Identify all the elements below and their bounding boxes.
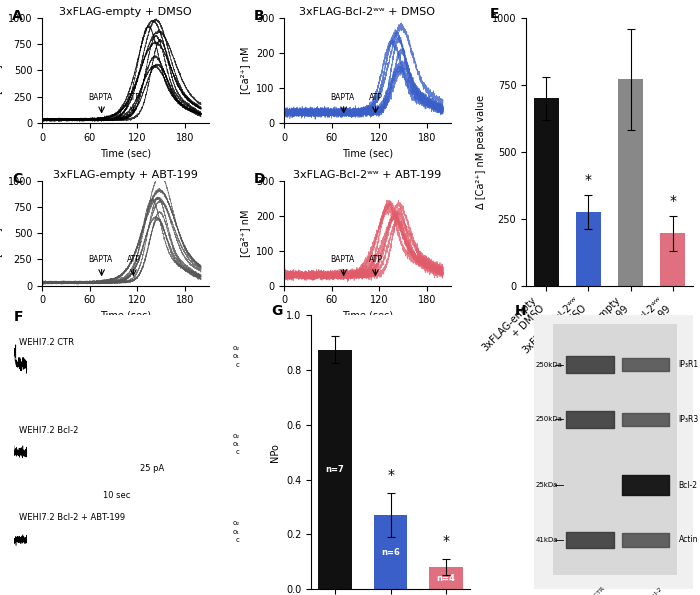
X-axis label: Time (sec): Time (sec) (100, 148, 151, 158)
Text: n=4: n=4 (437, 574, 456, 583)
Text: 10 sec: 10 sec (103, 490, 130, 500)
Bar (318, 349, 351, 589)
Text: 250kDa: 250kDa (536, 416, 563, 422)
Text: F: F (14, 310, 24, 324)
Text: E: E (489, 7, 499, 21)
Text: IP₃R3: IP₃R3 (679, 415, 699, 424)
Text: n=7: n=7 (326, 465, 344, 474)
Text: D: D (254, 172, 265, 186)
Text: G: G (272, 305, 283, 318)
Bar (533, 98, 559, 286)
Text: 25kDa: 25kDa (536, 482, 558, 488)
Bar (576, 212, 601, 286)
Text: ATP: ATP (370, 93, 383, 102)
Text: WEHI7.2 CTR: WEHI7.2 CTR (573, 586, 606, 595)
Text: n=6: n=6 (381, 547, 400, 556)
Y-axis label: [Ca²⁺] nM: [Ca²⁺] nM (0, 209, 2, 257)
Text: BAPTA: BAPTA (330, 255, 354, 265)
Text: WEHI7.2 Bcl-2: WEHI7.2 Bcl-2 (628, 586, 663, 595)
Text: 250kDa: 250kDa (536, 362, 563, 368)
Text: c: c (236, 537, 240, 543)
Title: 3xFLAG-Bcl-2ʷʷ + DMSO: 3xFLAG-Bcl-2ʷʷ + DMSO (300, 7, 435, 17)
Text: A: A (12, 10, 22, 23)
Y-axis label: [Ca²⁺] nM: [Ca²⁺] nM (240, 209, 251, 257)
Text: *: * (669, 194, 676, 208)
Text: 25 pA: 25 pA (140, 464, 164, 473)
Bar (618, 79, 643, 286)
X-axis label: Time (sec): Time (sec) (342, 148, 393, 158)
Text: C: C (12, 172, 22, 186)
Text: o₁: o₁ (233, 441, 240, 447)
Text: *: * (585, 173, 592, 186)
Text: ATP: ATP (127, 255, 141, 265)
Text: H: H (515, 305, 527, 318)
Title: 3xFLAG-empty + ABT-199: 3xFLAG-empty + ABT-199 (53, 170, 198, 180)
Text: WEHI7.2 Bcl-2: WEHI7.2 Bcl-2 (19, 426, 78, 435)
Text: BAPTA: BAPTA (88, 255, 112, 265)
Text: Actin: Actin (679, 536, 698, 544)
FancyBboxPatch shape (553, 324, 677, 575)
Text: *: * (387, 468, 394, 483)
Text: WEHI7.2 CTR: WEHI7.2 CTR (19, 338, 74, 347)
Text: o₁: o₁ (233, 528, 240, 534)
Text: c: c (236, 449, 240, 455)
Title: 3xFLAG-Bcl-2ʷʷ + ABT-199: 3xFLAG-Bcl-2ʷʷ + ABT-199 (293, 170, 442, 180)
Text: o₁: o₁ (233, 353, 240, 359)
X-axis label: Time (sec): Time (sec) (342, 311, 393, 321)
Text: *: * (442, 534, 449, 548)
Bar (429, 567, 463, 589)
Text: o₂: o₂ (233, 345, 240, 351)
Text: WEHI7.2 Bcl-2 + ABT-199: WEHI7.2 Bcl-2 + ABT-199 (19, 513, 125, 522)
Text: c: c (236, 362, 240, 368)
Y-axis label: [Ca²⁺] nM: [Ca²⁺] nM (0, 46, 2, 94)
Text: IP₃R1: IP₃R1 (679, 360, 699, 369)
Text: ATP: ATP (127, 93, 141, 102)
Bar (660, 233, 685, 286)
X-axis label: Time (sec): Time (sec) (100, 311, 151, 321)
Title: 3xFLAG-empty + DMSO: 3xFLAG-empty + DMSO (59, 7, 192, 17)
Text: B: B (254, 10, 265, 23)
Text: ATP: ATP (370, 255, 383, 265)
Y-axis label: [Ca²⁺] nM: [Ca²⁺] nM (240, 46, 251, 94)
Text: Bcl-2: Bcl-2 (679, 481, 698, 490)
Text: o₂: o₂ (233, 521, 240, 527)
Text: o₂: o₂ (233, 433, 240, 439)
Text: BAPTA: BAPTA (88, 93, 112, 102)
Text: 41kDa: 41kDa (536, 537, 559, 543)
Y-axis label: Δ [Ca²⁺] nM peak value: Δ [Ca²⁺] nM peak value (476, 95, 486, 209)
Text: BAPTA: BAPTA (330, 93, 354, 102)
Y-axis label: NPo: NPo (270, 443, 281, 462)
Bar (374, 515, 407, 589)
